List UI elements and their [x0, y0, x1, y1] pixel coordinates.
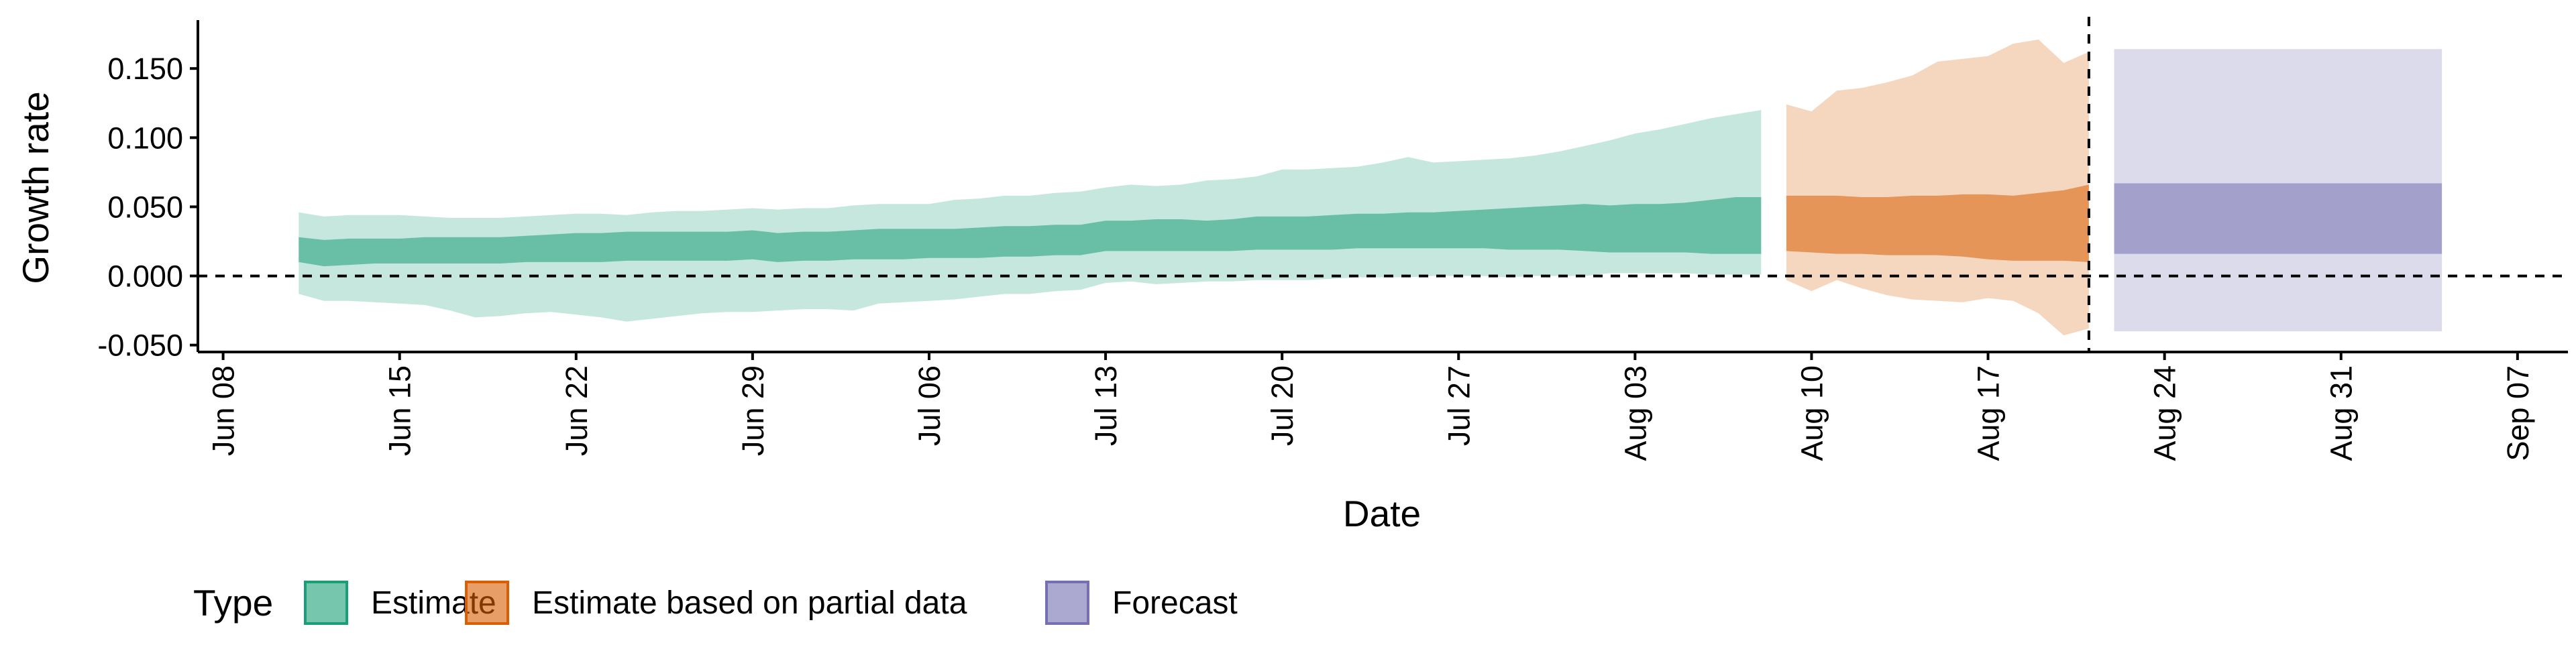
legend-label-estimate-based-on-partial-data: Estimate based on partial data [532, 585, 967, 621]
estimate-band-50 [299, 197, 1762, 267]
x-tick-label: Jun 22 [559, 365, 594, 456]
y-tick-label: 0.150 [107, 52, 183, 86]
estimate-based-on-partial-data-band-90 [1786, 39, 2089, 336]
y-tick-label: 0.000 [107, 259, 183, 294]
x-tick-label: Aug 10 [1794, 365, 1829, 461]
reference-lines [198, 17, 2568, 352]
forecast-band-50 [2114, 183, 2443, 254]
x-tick-label: Aug 03 [1618, 365, 1652, 461]
x-tick-label: Sep 07 [2501, 365, 2535, 461]
y-tick-label: 0.050 [107, 190, 183, 224]
x-axis-title: Date [1343, 493, 1421, 534]
x-tick-label: Jul 13 [1089, 365, 1123, 446]
x-tick-label: Jul 20 [1265, 365, 1299, 446]
legend-swatch-estimate [304, 581, 348, 625]
ribbon-bands [299, 39, 2443, 336]
legend-label-forecast: Forecast [1112, 585, 1238, 621]
x-tick-label: Aug 17 [1972, 365, 2006, 461]
legend-title: Type [193, 582, 273, 624]
x-tick-label: Jun 08 [207, 365, 241, 456]
x-tick-label: Aug 31 [2324, 365, 2359, 461]
y-tick-label: -0.050 [97, 329, 183, 363]
estimate-based-on-partial-data-band-50 [1786, 184, 2089, 262]
x-tick-label: Aug 24 [2148, 365, 2182, 461]
y-axis-title: Growth rate [15, 91, 56, 284]
x-tick-label: Jul 27 [1442, 365, 1476, 446]
tick-labels: -0.050 0.000 0.050 0.100 0.150 Jun 08 Jun 15 Ju… [97, 52, 2534, 461]
x-tick-label: Jul 06 [912, 365, 947, 446]
axes [197, 20, 2568, 353]
legend: Type Estimate Estimate based on partial d… [193, 581, 1238, 625]
x-tick-label: Jun 29 [736, 365, 770, 456]
legend-swatch-forecast [1045, 581, 1089, 625]
y-tick-label: 0.100 [107, 121, 183, 155]
legend-swatch-estimate-based-on-partial-data [465, 581, 509, 625]
estimate-band-90 [299, 110, 1762, 322]
x-tick-label: Jun 15 [383, 365, 417, 456]
